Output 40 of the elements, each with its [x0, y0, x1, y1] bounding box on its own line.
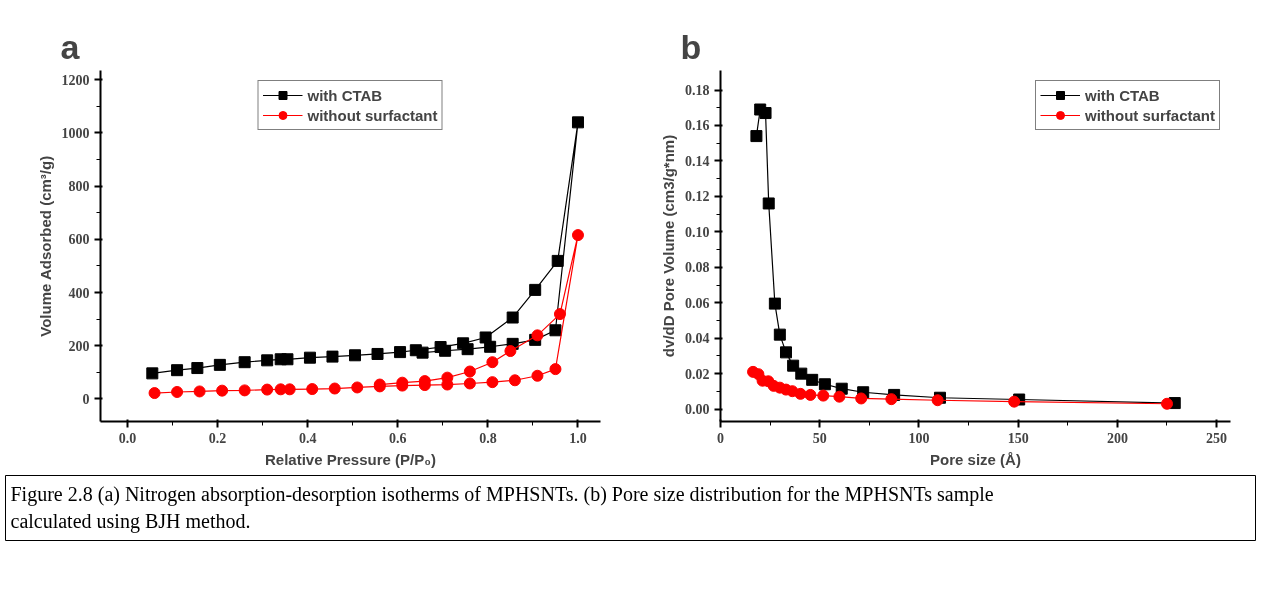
y-tick-label: 400	[68, 285, 90, 301]
x-tick-label: 0.0	[118, 430, 137, 446]
legend-label: without surfactant	[307, 106, 438, 124]
x-axis-title: Relative Pressure (P/P₀)	[265, 450, 437, 468]
y-axis-title: dv/dD Pore Volume (cm3/g*nm)	[660, 134, 677, 358]
y-tick-label: 0	[82, 391, 90, 407]
y-tick-label: 0.04	[685, 331, 710, 347]
x-tick-label: 0.2	[208, 430, 227, 446]
y-tick-label: 1200	[61, 72, 90, 88]
legend-label: with CTAB	[307, 86, 383, 104]
x-tick-label: 0.6	[389, 430, 407, 446]
x-tick-label: 150	[1007, 430, 1029, 446]
caption: Figure 2.8 (a) Nitrogen absorption-desorption isotherms of MPHSNTs. (b) Pore size distribution for the MPHSNTs sample calculated using BJH method.	[10, 482, 994, 533]
x-tick-label: 250	[1206, 430, 1228, 446]
x-tick-label: 0.4	[298, 430, 317, 446]
x-tick-label: 0	[717, 430, 724, 446]
y-tick-label: 0.08	[685, 260, 710, 276]
y-tick-label: 0.12	[685, 189, 710, 205]
y-tick-label: 0.06	[685, 295, 710, 311]
y-tick-label: 0.02	[685, 366, 710, 382]
y-axis-title: Volume Adsorbed (cm³/g)	[36, 155, 54, 337]
chart-title: b	[680, 27, 702, 66]
x-tick-label: 50	[812, 430, 827, 446]
y-tick-label: 800	[68, 179, 90, 195]
y-tick-label: 0.16	[685, 118, 710, 134]
legend-label: without surfactant	[1085, 106, 1215, 124]
legend-label: with CTAB	[1085, 86, 1160, 104]
y-tick-label: 200	[68, 338, 90, 354]
x-tick-label: 1.0	[569, 430, 587, 446]
y-tick-label: 1000	[61, 125, 90, 141]
x-axis-title: Pore size (Å)	[930, 450, 1021, 468]
y-tick-label: 0.14	[685, 153, 710, 169]
y-tick-label: 600	[68, 232, 90, 248]
chart-title: a	[60, 27, 81, 66]
x-tick-label: 200	[1106, 430, 1128, 446]
x-tick-label: 0.8	[479, 430, 497, 446]
x-tick-label: 100	[908, 430, 930, 446]
y-tick-label: 0.10	[685, 224, 710, 240]
y-tick-label: 0.00	[685, 402, 710, 418]
y-tick-label: 0.18	[685, 83, 710, 98]
